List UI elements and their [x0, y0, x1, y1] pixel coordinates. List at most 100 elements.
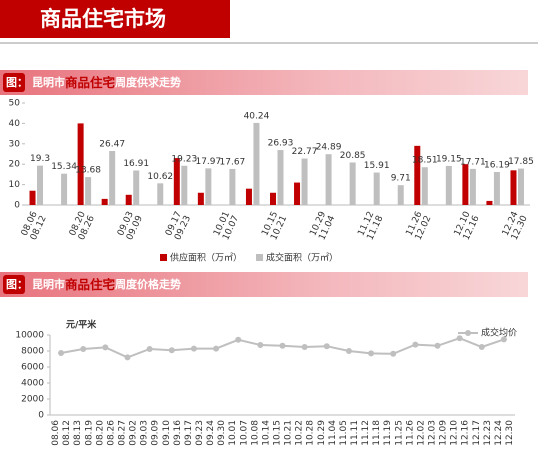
title-part: 周度价格走势	[115, 277, 181, 291]
bar	[61, 173, 68, 205]
title-highlight: 商品住宅	[65, 277, 116, 292]
x-tick-label: 09.24	[206, 420, 216, 446]
x-tick-label: 08.2008.26	[67, 210, 96, 242]
y-tick-label: 10000	[15, 331, 44, 341]
point	[213, 345, 220, 352]
x-tick-label: 10.15	[272, 420, 282, 446]
x-tick-label: 09.03	[140, 420, 150, 446]
point	[58, 350, 65, 356]
data-label: 16.19	[484, 160, 510, 170]
x-tick-label: 10.01	[228, 420, 238, 446]
x-tick-label: 10.29	[317, 420, 327, 446]
data-label: 18.51	[412, 156, 438, 166]
bar	[294, 182, 301, 205]
x-tick-label: 08.19	[84, 420, 94, 446]
point	[412, 341, 419, 348]
section-badge	[3, 275, 25, 294]
x-tick-label: 08.20	[95, 420, 105, 446]
bar	[133, 170, 140, 205]
header-bg	[0, 0, 230, 38]
data-label: 17.85	[508, 157, 534, 167]
point	[257, 342, 264, 348]
data-label: 24.89	[316, 143, 342, 153]
data-label: 19.3	[30, 154, 50, 164]
point	[102, 344, 109, 351]
x-tick-label: 11.11	[350, 420, 360, 446]
y-tick-label: 10	[9, 180, 21, 190]
point	[80, 346, 87, 352]
data-label: 19.15	[436, 154, 462, 164]
data-label: 20.85	[340, 151, 366, 161]
x-tick-label: 12.24	[494, 420, 504, 446]
x-tick-label: 09.1709.23	[164, 210, 193, 242]
x-tick-label: 08.0608.12	[19, 210, 48, 242]
y-tick-label: 20	[9, 160, 21, 170]
x-tick-label: 08.26	[106, 420, 116, 446]
bar	[325, 154, 332, 205]
y-tick-label: 30	[9, 139, 21, 149]
bar	[517, 168, 524, 205]
section-title: 昆明市商品住宅周度价格走势	[32, 277, 181, 292]
bar	[181, 165, 188, 205]
section-title: 昆明市商品住宅周度供求走势	[32, 75, 181, 90]
x-tick-label: 12.30	[505, 420, 515, 446]
data-label: 19.23	[171, 154, 197, 164]
x-tick-label: 08.12	[62, 420, 72, 446]
bar	[349, 162, 356, 205]
bar	[205, 168, 212, 205]
x-tick-label: 11.05	[339, 420, 349, 446]
x-tick-label: 11.1211.18	[356, 210, 385, 242]
data-label: 40.24	[244, 111, 270, 121]
x-tick-label: 12.17	[472, 420, 482, 446]
title-highlight: 商品住宅	[65, 75, 116, 90]
x-tick-label: 10.14	[261, 420, 271, 446]
data-label: 15.34	[51, 162, 77, 172]
section-bg	[0, 272, 528, 297]
x-tick-label: 10.22	[295, 420, 305, 446]
bar	[277, 150, 284, 205]
legend-swatch	[160, 254, 167, 261]
x-tick-label: 08.06	[51, 420, 61, 446]
legend-marker	[465, 330, 471, 336]
point	[456, 335, 463, 342]
x-tick-label: 11.18	[372, 420, 382, 446]
x-tick-label: 09.23	[195, 420, 205, 446]
bar	[245, 188, 252, 205]
y-tick-label: 4000	[21, 379, 44, 389]
point	[434, 342, 441, 349]
x-tick-label: 09.10	[162, 420, 172, 446]
bar	[109, 151, 116, 205]
point	[190, 345, 197, 352]
point	[146, 346, 153, 352]
title-part: 周度供求走势	[115, 75, 181, 89]
bar	[270, 192, 276, 205]
x-tick-label: 11.25	[394, 420, 404, 446]
data-label: 10.62	[147, 172, 173, 182]
x-tick-label: 08.27	[117, 420, 127, 446]
x-tick-label: 11.04	[328, 420, 338, 446]
bar	[373, 172, 380, 205]
point	[124, 354, 131, 361]
bar	[462, 164, 469, 205]
x-tick-label: 10.21	[284, 420, 294, 446]
data-label: 13.68	[75, 166, 101, 176]
section-1: 图： 昆明市商品住宅周度供求走势	[0, 70, 528, 95]
data-label: 15.91	[364, 161, 390, 171]
bar	[197, 192, 204, 205]
bar	[173, 158, 180, 205]
bar	[469, 168, 476, 205]
bar	[85, 177, 92, 205]
legend-label: 成交面积（万㎡）	[266, 252, 338, 264]
legend-swatch	[256, 254, 264, 261]
x-tick-label: 11.26	[405, 420, 415, 446]
point	[235, 336, 242, 343]
data-label: 26.47	[99, 140, 125, 150]
bar	[414, 145, 421, 205]
data-label: 16.91	[123, 159, 149, 169]
x-tick-label: 09.30	[217, 420, 227, 446]
point	[301, 344, 308, 350]
y-tick-label: 8000	[21, 347, 44, 357]
section-bg	[0, 70, 528, 95]
bar	[445, 165, 452, 205]
y-tick-label: 40	[9, 119, 21, 129]
